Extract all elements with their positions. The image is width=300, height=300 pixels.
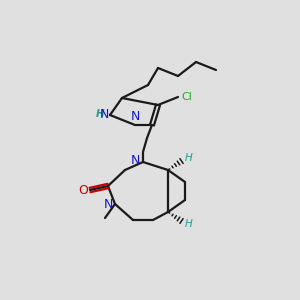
Text: O: O <box>78 184 88 196</box>
Text: N: N <box>100 109 109 122</box>
Text: N: N <box>130 110 140 123</box>
Text: H: H <box>185 219 193 229</box>
Text: H: H <box>185 153 193 163</box>
Text: Cl: Cl <box>181 92 192 102</box>
Text: N: N <box>103 197 113 211</box>
Text: H: H <box>95 109 104 119</box>
Text: N: N <box>130 154 140 166</box>
